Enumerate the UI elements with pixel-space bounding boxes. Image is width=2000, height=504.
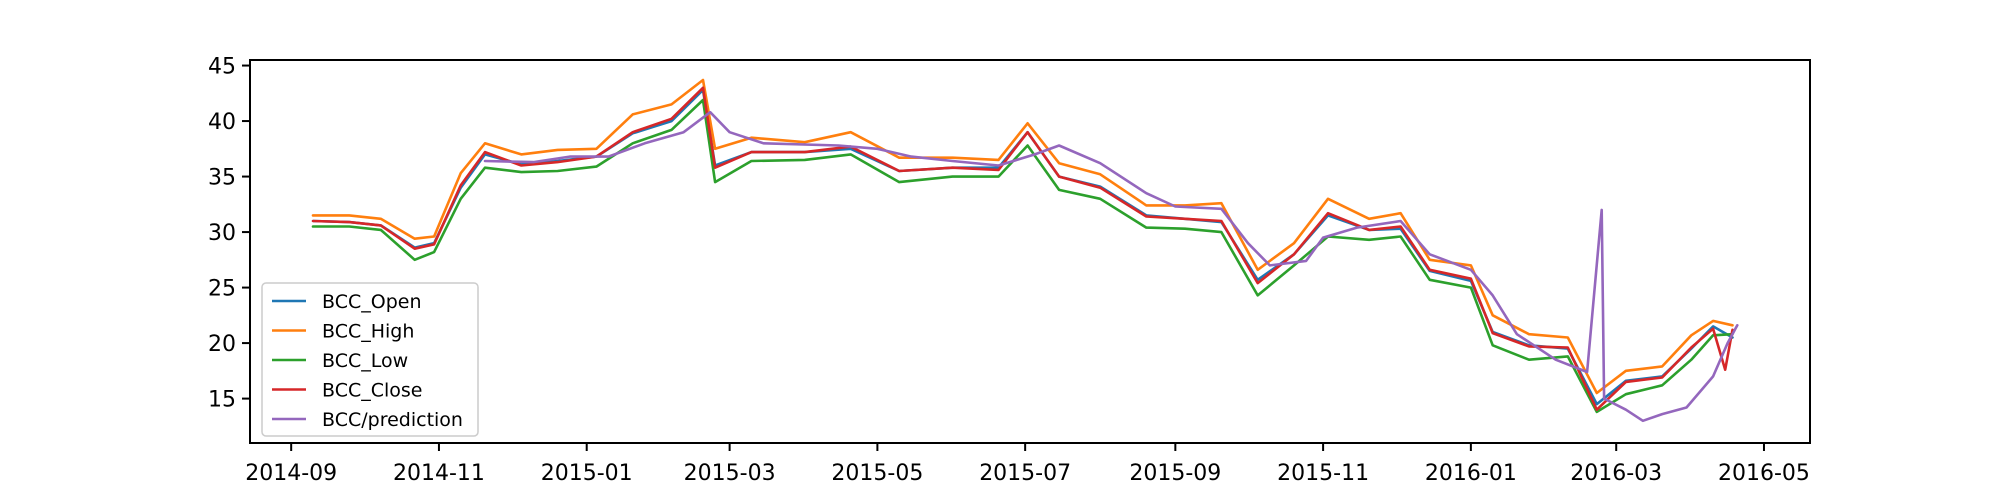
x-tick-label: 2015-11: [1277, 461, 1369, 486]
legend-label-bcc-low: BCC_Low: [322, 350, 408, 372]
y-tick-label: 40: [208, 110, 236, 135]
x-tick-label: 2016-01: [1425, 461, 1517, 486]
series-line-bcc-low: [311, 98, 1734, 414]
y-tick-label: 35: [208, 166, 236, 191]
axis-ticks: 15 20 25 30 35 40 45 2014-09 2014-11 2015-01 2015-…: [208, 55, 1810, 486]
x-tick-label: 2015-03: [684, 461, 776, 486]
series-lines: [311, 78, 1739, 423]
x-tick-label: 2015-05: [831, 461, 923, 486]
legend-box: [261, 282, 479, 437]
series-line-bcc-prediction: [483, 110, 1739, 423]
legend-label-bcc-high: BCC_High: [322, 321, 414, 343]
y-tick-label: 25: [208, 277, 236, 302]
x-tick-label: 2016-05: [1718, 461, 1810, 486]
y-tick-label: 45: [208, 55, 236, 80]
y-tick-label: 30: [208, 221, 236, 246]
series-line-bcc-close: [311, 86, 1734, 411]
x-tick-label: 2015-09: [1129, 461, 1221, 486]
x-tick-label: 2015-07: [979, 461, 1071, 486]
x-tick-label: 2014-11: [393, 461, 485, 486]
legend: BCC_Open BCC_High BCC_Low BCC_Close BCC/pred…: [261, 282, 479, 437]
y-tick-label: 20: [208, 332, 236, 357]
y-tick-label: 15: [208, 388, 236, 413]
x-tick-label: 2016-03: [1570, 461, 1662, 486]
legend-label-bcc-prediction: BCC/prediction: [322, 409, 463, 431]
x-tick-label: 2015-01: [541, 461, 633, 486]
legend-label-bcc-close: BCC_Close: [322, 380, 423, 402]
plot-frame: [249, 59, 1811, 444]
x-tick-label: 2014-09: [245, 461, 337, 486]
legend-label-bcc-open: BCC_Open: [322, 291, 421, 313]
series-line-bcc-high: [311, 78, 1734, 395]
